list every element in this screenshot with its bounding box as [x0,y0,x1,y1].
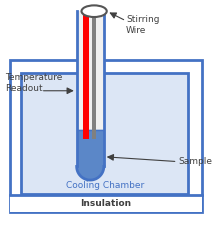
Text: Wire: Wire [126,26,147,35]
Polygon shape [77,167,104,180]
Text: Temperature: Temperature [5,73,62,82]
Bar [83,9,89,139]
Ellipse shape [81,5,107,17]
Bar [10,195,202,212]
Bar [92,9,96,139]
Polygon shape [78,167,103,179]
Text: Cooling Chamber: Cooling Chamber [66,181,144,190]
Bar [10,60,202,212]
Bar [77,11,104,167]
Text: Insulation: Insulation [80,199,131,208]
Bar [21,73,188,194]
Text: Sample: Sample [178,157,212,166]
Text: Readout: Readout [5,84,42,93]
Text: Stirring: Stirring [126,15,160,24]
